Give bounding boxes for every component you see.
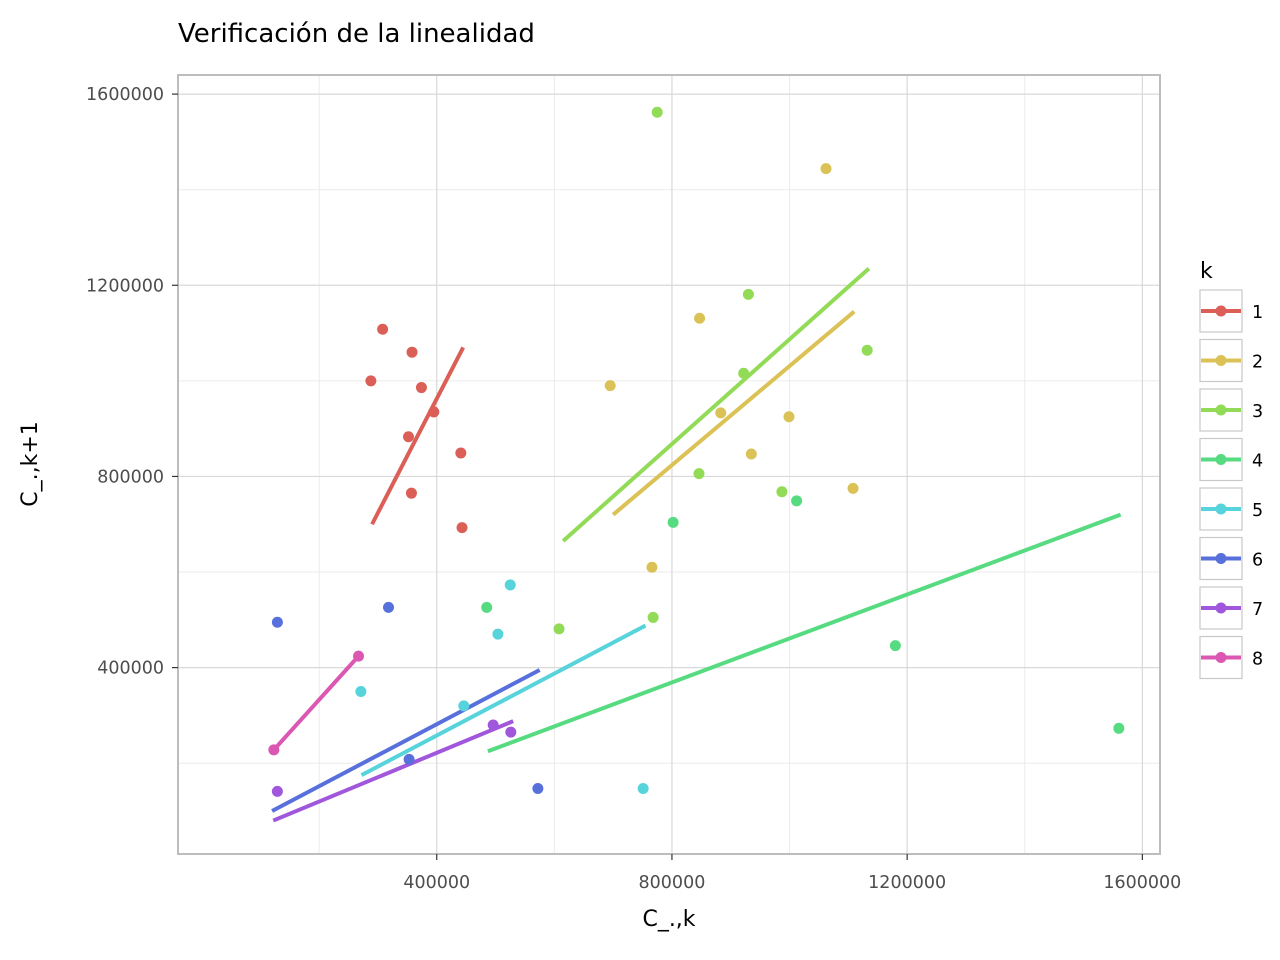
minor-gridlines	[178, 75, 1160, 854]
y-tick-labels: 400000 800000 1200000 1600000	[86, 85, 164, 678]
legend-title: k	[1200, 259, 1213, 284]
fit-line-k5	[360, 623, 647, 777]
data-point-k5	[458, 700, 470, 712]
data-point-k3	[776, 486, 788, 498]
fit-lines	[271, 267, 1122, 823]
legend-label: 8	[1252, 650, 1263, 670]
axis-ticks	[172, 93, 1143, 860]
legend-label: 5	[1252, 501, 1263, 521]
data-point-k1	[455, 447, 467, 459]
data-point-k7	[505, 726, 517, 738]
data-point-k5	[637, 783, 649, 795]
legend-item-k2: 2	[1199, 338, 1263, 383]
fit-line-k7	[272, 719, 514, 823]
data-point-k3	[738, 367, 750, 379]
y-tick-label: 400000	[97, 659, 164, 679]
data-point-k6	[532, 783, 544, 795]
legend: k 1 2 3 4 5 6 7 8	[1199, 259, 1263, 680]
x-tick-labels: 400000 800000 1200000 1600000	[403, 873, 1181, 893]
data-point-k1	[456, 522, 468, 534]
data-points	[268, 106, 1125, 797]
data-point-k8	[268, 744, 280, 756]
data-point-k7	[271, 785, 283, 797]
x-tick-label: 1200000	[868, 873, 946, 893]
major-gridlines	[178, 75, 1160, 854]
data-point-k3	[553, 623, 565, 635]
y-axis-title: C_.,k+1	[18, 421, 43, 507]
data-point-k2	[646, 561, 658, 573]
data-point-k1	[365, 375, 377, 387]
data-point-k6	[271, 616, 283, 628]
legend-label: 6	[1252, 551, 1263, 571]
data-point-k2	[820, 163, 832, 175]
data-point-k3	[742, 288, 754, 300]
legend-key-point	[1215, 503, 1227, 515]
fit-line-k8	[272, 654, 361, 752]
legend-label: 1	[1252, 303, 1263, 323]
legend-key-point	[1215, 355, 1227, 366]
legend-key-point	[1215, 553, 1227, 564]
plot-panel	[178, 75, 1160, 854]
data-point-k1	[406, 346, 418, 358]
data-point-k1	[428, 406, 440, 418]
data-point-k1	[377, 323, 389, 335]
legend-key-point	[1215, 602, 1227, 614]
legend-key-point	[1215, 454, 1227, 465]
data-point-k2	[847, 482, 859, 494]
legend-item-k4: 4	[1199, 437, 1263, 482]
plot-border	[177, 74, 1161, 855]
data-point-k2	[783, 411, 795, 423]
data-point-k4	[889, 640, 901, 652]
data-point-k5	[492, 628, 504, 640]
legend-key-point	[1215, 404, 1227, 416]
data-point-k7	[487, 719, 499, 731]
data-point-k2	[715, 407, 727, 419]
y-tick-label: 1200000	[86, 276, 164, 296]
data-point-k5	[504, 579, 516, 591]
legend-label: 7	[1252, 600, 1263, 620]
x-axis-title: C_.,k	[642, 907, 695, 932]
legend-item-k8: 8	[1199, 635, 1263, 680]
data-point-k1	[403, 431, 415, 443]
legend-item-k1: 1	[1199, 289, 1263, 333]
data-point-k6	[383, 601, 395, 613]
legend-key-point	[1215, 305, 1227, 317]
fit-line-k1	[370, 346, 465, 526]
x-tick-label: 800000	[639, 873, 706, 893]
legend-label: 3	[1252, 402, 1263, 422]
data-point-k3	[693, 468, 705, 480]
data-point-k5	[355, 686, 367, 698]
data-point-k4	[667, 516, 679, 528]
fit-line-k2	[611, 310, 856, 517]
data-point-k4	[481, 601, 493, 613]
data-point-k1	[405, 487, 417, 499]
legend-item-k6: 6	[1199, 536, 1263, 581]
data-point-k4	[1113, 722, 1125, 734]
data-point-k4	[791, 495, 803, 507]
data-point-k2	[745, 448, 757, 460]
legend-item-k7: 7	[1199, 586, 1263, 630]
data-point-k3	[861, 344, 873, 356]
legend-label: 2	[1252, 353, 1263, 373]
data-point-k3	[651, 106, 663, 118]
legend-label: 4	[1252, 452, 1263, 472]
fit-line-k3	[561, 267, 871, 543]
y-tick-label: 1600000	[86, 85, 164, 105]
data-point-k8	[353, 650, 365, 662]
data-point-k2	[604, 380, 616, 392]
data-point-k3	[647, 611, 659, 623]
legend-item-k3: 3	[1199, 388, 1263, 432]
x-tick-label: 1600000	[1103, 873, 1181, 893]
data-point-k2	[694, 312, 706, 324]
legend-key-point	[1215, 652, 1227, 663]
y-tick-label: 800000	[97, 467, 164, 487]
data-point-k6	[403, 753, 415, 765]
chart-title: Verificación de la linealidad	[178, 19, 535, 49]
data-point-k1	[415, 382, 427, 394]
fit-line-k4	[487, 512, 1122, 754]
fit-line-k6	[271, 668, 541, 813]
x-tick-label: 400000	[403, 873, 470, 893]
legend-item-k5: 5	[1199, 487, 1263, 531]
